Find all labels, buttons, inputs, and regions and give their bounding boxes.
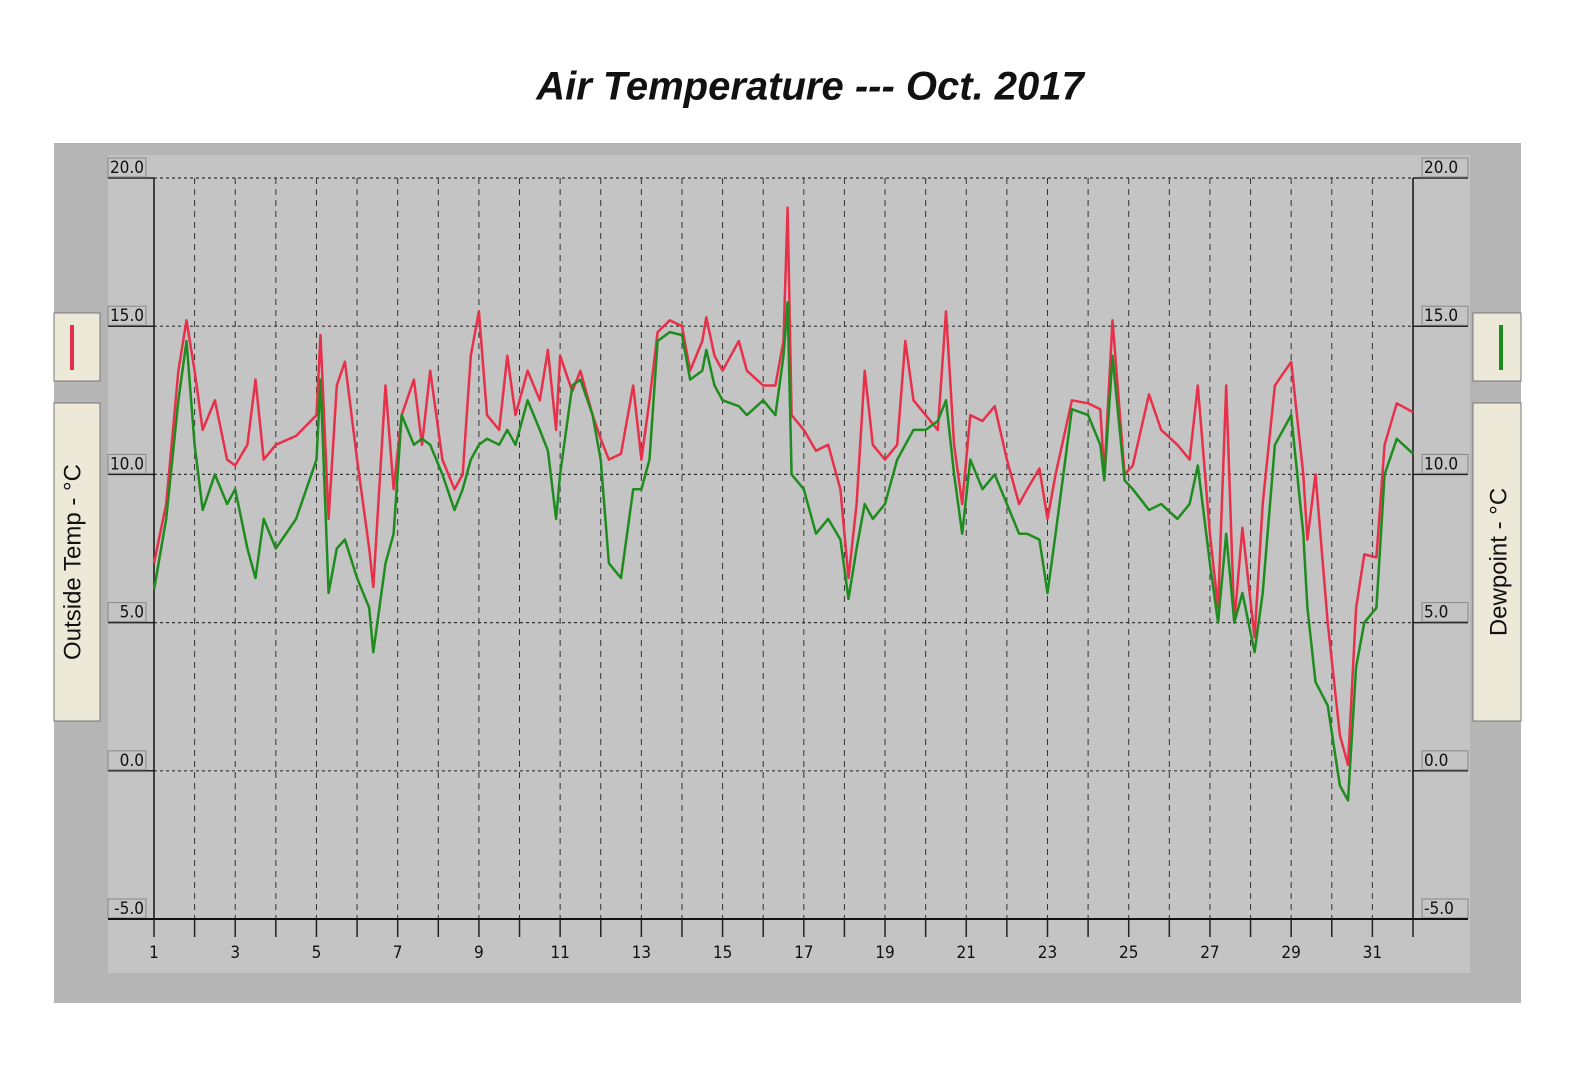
x-tick-label: 5 <box>312 943 322 963</box>
y-axis-label: Outside Temp - °C <box>59 464 86 660</box>
tick-label-box <box>107 750 147 771</box>
y2-tick-label: 20.0 <box>1424 158 1458 178</box>
tick-label-box <box>1421 453 1469 474</box>
tick-label-box <box>1421 602 1469 623</box>
x-tick-label: 21 <box>957 943 976 963</box>
y-tick-label: 20.0 <box>110 158 144 178</box>
tick-label-box <box>107 453 147 474</box>
x-tick-label: 23 <box>1038 943 1057 963</box>
tick-label-box <box>107 305 147 326</box>
tick-label-box <box>1421 305 1469 326</box>
y2-tick-label: 5.0 <box>1424 603 1448 623</box>
x-tick-label: 19 <box>875 943 894 963</box>
y2-tick-label: -5.0 <box>1424 899 1454 919</box>
y-tick-label: 15.0 <box>110 306 144 326</box>
x-tick-label: 11 <box>550 943 569 963</box>
y-tick-label: 10.0 <box>110 454 144 474</box>
legend-box <box>53 312 101 382</box>
tick-label-box <box>1421 750 1469 771</box>
x-tick-label: 3 <box>230 943 240 963</box>
y2-tick-label: 0.0 <box>1424 751 1448 771</box>
y-tick-label: 5.0 <box>120 603 144 623</box>
tick-label-box <box>107 157 147 178</box>
chart-title: Air Temperature --- Oct. 2017 <box>535 65 1085 109</box>
y-tick-label: 0.0 <box>120 751 144 771</box>
axis-label-box <box>1472 402 1522 722</box>
y-tick-label: -5.0 <box>114 899 144 919</box>
x-tick-label: 9 <box>474 943 484 963</box>
x-tick-label: 7 <box>393 943 403 963</box>
x-tick-label: 27 <box>1200 943 1219 963</box>
legend-box <box>1472 312 1522 382</box>
x-tick-label: 31 <box>1363 943 1382 963</box>
series-line <box>152 206 1414 767</box>
x-tick-label: 29 <box>1281 943 1300 963</box>
x-tick-label: 17 <box>794 943 813 963</box>
x-tick-label: 25 <box>1119 943 1138 963</box>
y2-tick-label: 15.0 <box>1424 306 1458 326</box>
x-tick-label: 15 <box>713 943 732 963</box>
tick-label-box <box>1421 157 1469 178</box>
x-tick-label: 1 <box>149 943 159 963</box>
series-line <box>152 301 1414 802</box>
y2-tick-label: 10.0 <box>1424 454 1458 474</box>
y2-axis-label: Dewpoint - °C <box>1485 488 1512 636</box>
axis-label-box <box>53 402 101 722</box>
x-tick-label: 13 <box>632 943 651 963</box>
tick-label-box <box>107 602 147 623</box>
